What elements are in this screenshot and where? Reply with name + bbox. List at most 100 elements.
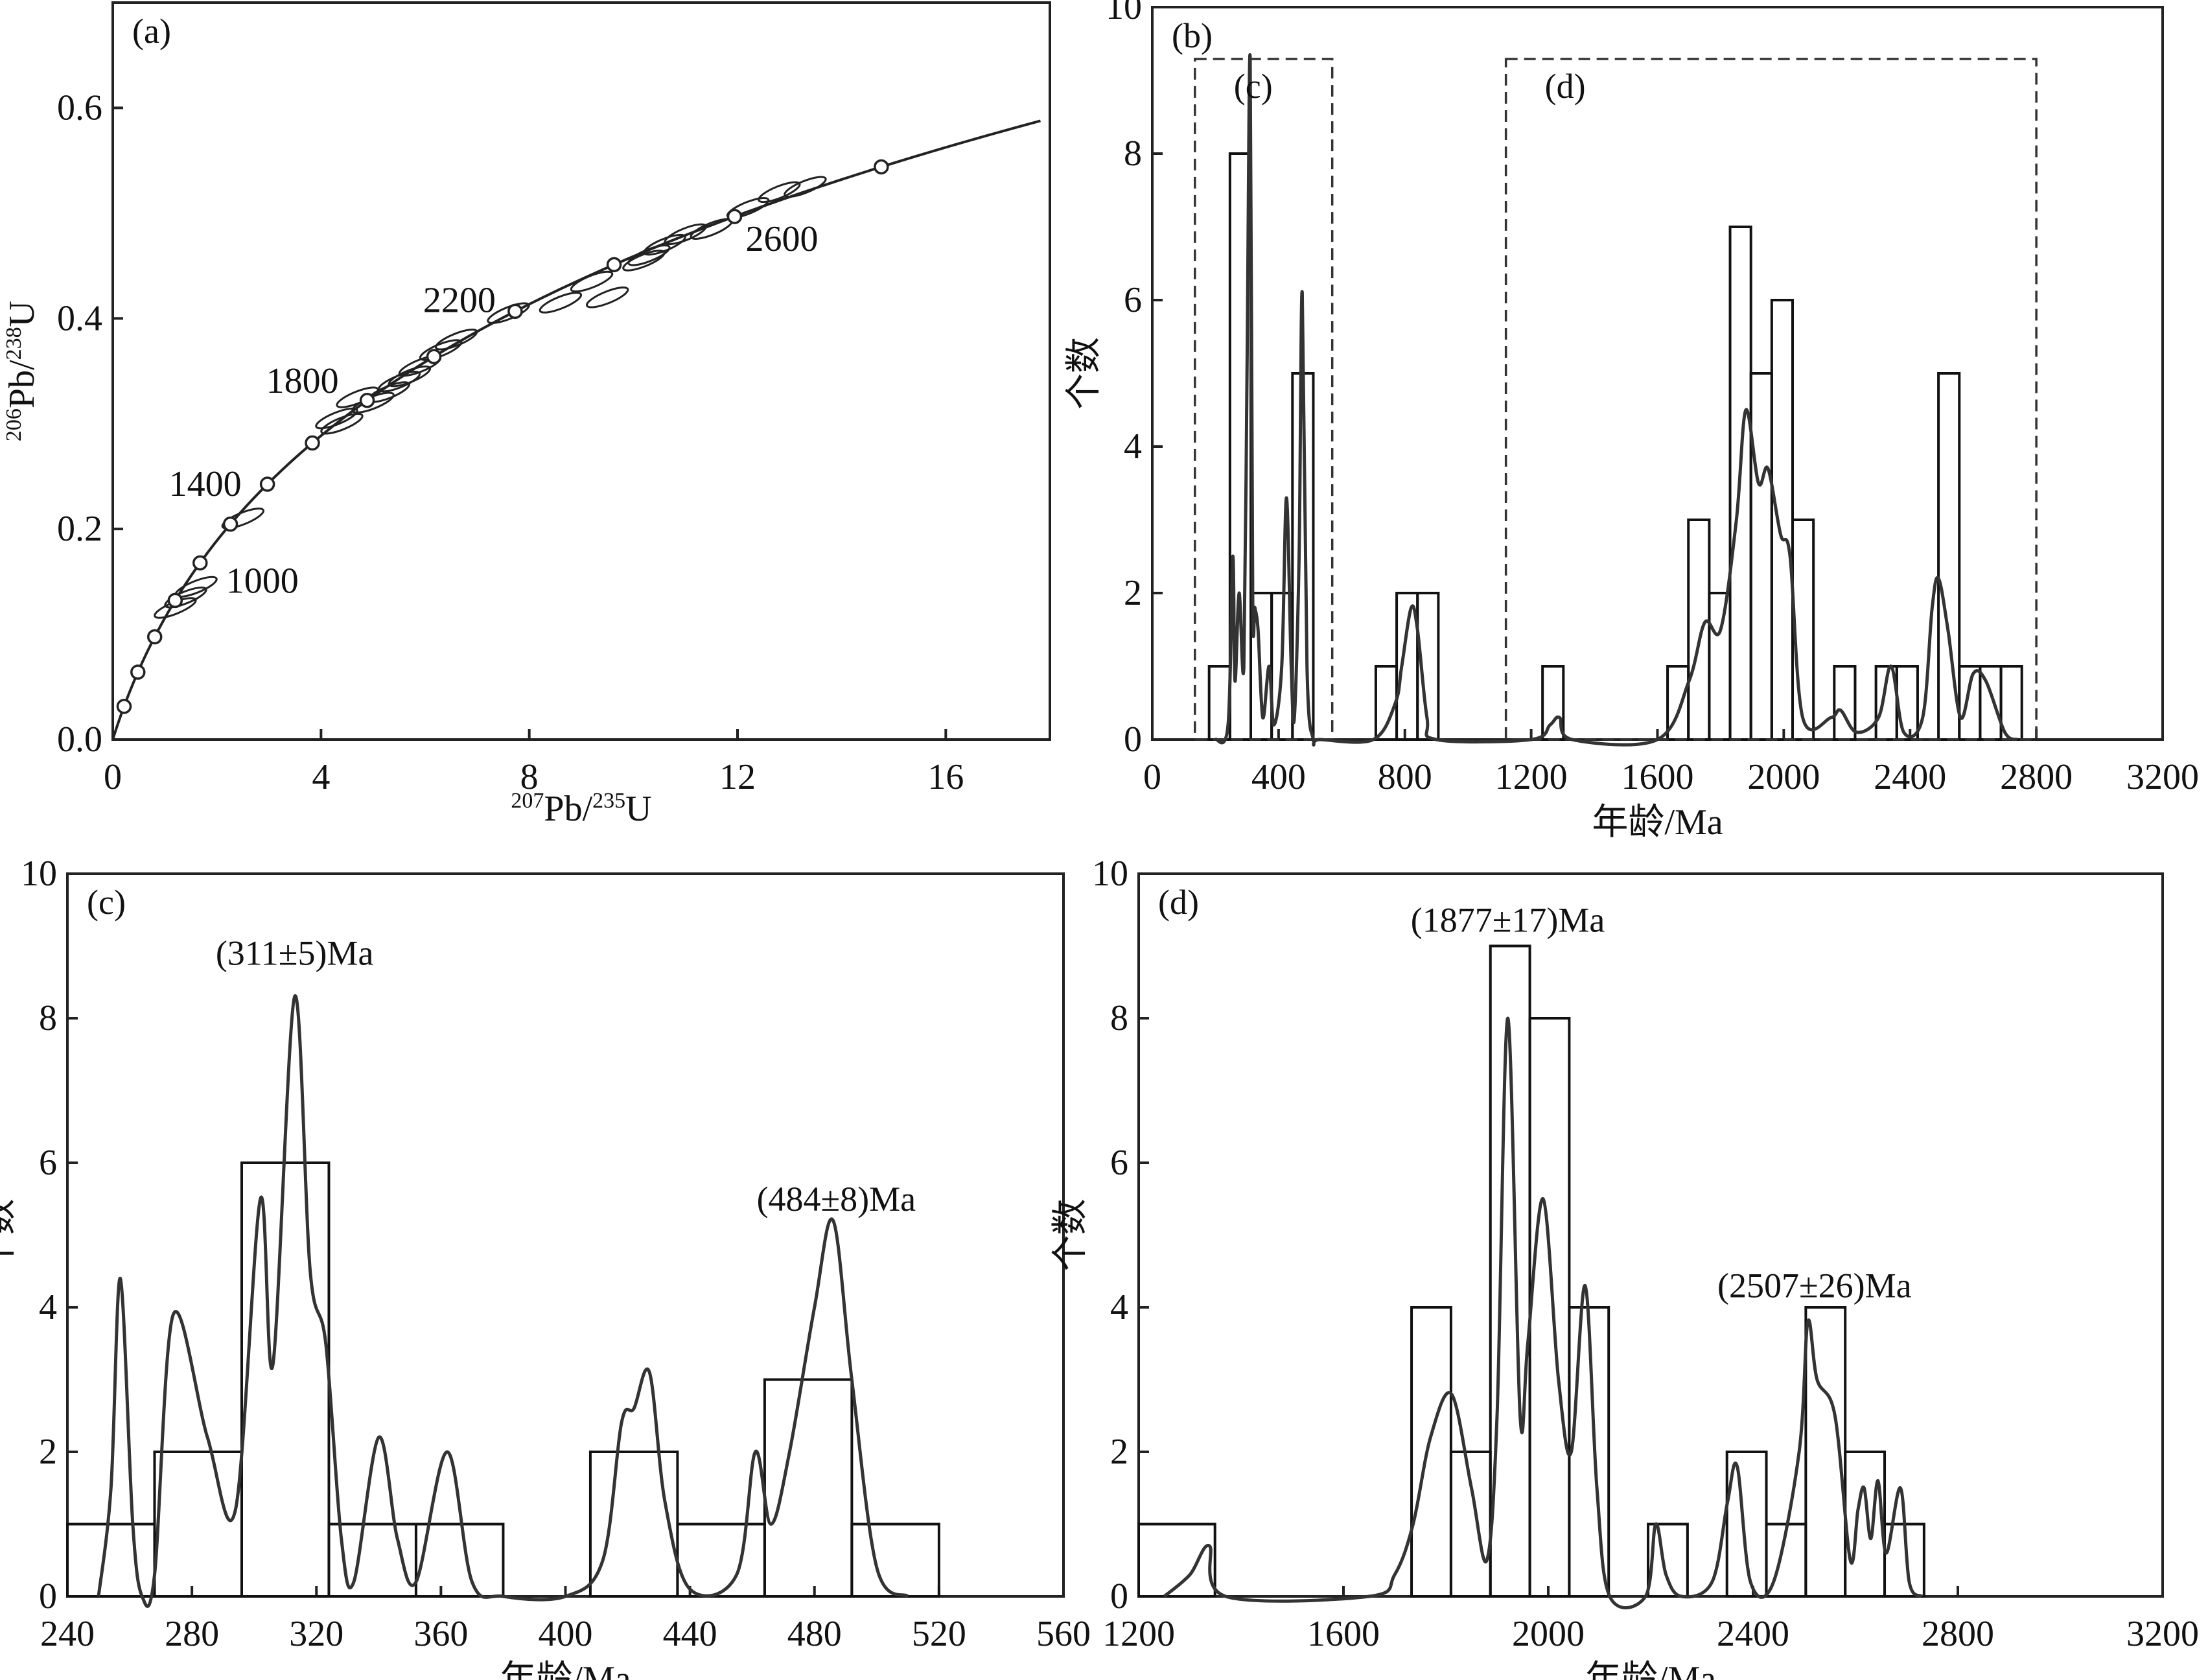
zoom-box-label: (c) [1234,67,1273,106]
axis-label-part: Pb/ [544,789,592,829]
histogram-bar [1528,1017,1571,1598]
age-marker [167,592,183,609]
age-marker [259,476,275,492]
age-marker [726,209,743,224]
x-axis-label: 年龄/Ma [1585,1659,1716,1680]
x-tick-label: 800 [1378,757,1432,797]
x-tick-label: 480 [787,1614,842,1654]
y-tick-label: 10 [1106,0,1142,27]
analysis-ellipse [221,508,265,530]
panel-label: (d) [1158,883,1199,922]
y-tick-label: 8 [1124,134,1142,174]
histogram-bar [588,1451,679,1598]
axis-label-superscript: 207 [511,789,544,813]
y-tick-label: 6 [39,1143,57,1183]
y-tick-label: 0.0 [57,719,102,760]
x-tick-label: 2800 [1922,1614,1994,1654]
histogram-bar [676,1522,766,1598]
analysis-ellipse [690,218,734,240]
x-tick-label: 280 [165,1614,219,1654]
y-tick-label: 0.6 [57,88,102,128]
x-axis-label: 年龄/Ma [500,1659,631,1680]
x-tick-label: 320 [289,1614,343,1654]
age-label: 1800 [266,361,339,401]
age-label: 1000 [226,561,299,601]
x-tick-label: 12 [719,757,756,797]
analysis-ellipse [622,250,666,272]
age-marker [606,257,622,273]
axis-label-part: U [625,789,651,829]
axis-label-part: U [2,301,42,327]
x-tick-label: 4 [312,757,330,797]
x-tick-label: 2400 [1717,1614,1789,1654]
axis-label-superscript: 238 [2,327,26,360]
histogram-bar [1647,1522,1689,1598]
age-marker [222,516,238,532]
peak-annotation: (2507±26)Ma [1717,1266,1912,1305]
density-curve [1163,1016,1923,1609]
analysis-ellipse [315,407,358,430]
x-tick-label: 2400 [1874,757,1946,797]
axis-label-superscript: 206 [2,408,26,441]
analysis-ellipse [419,339,463,361]
y-tick-label: 8 [39,998,57,1038]
age-marker [146,629,163,645]
y-tick-label: 4 [1110,1287,1128,1327]
y-tick-label: 0 [1124,719,1142,760]
x-tick-label: 0 [104,757,122,797]
x-tick-label: 1200 [1495,757,1568,797]
age-marker [192,555,208,571]
histogram-bar [1895,665,1919,741]
analysis-ellipse [643,233,686,256]
age-label: 1400 [169,464,242,504]
x-tick-label: 440 [663,1614,717,1654]
age-marker [507,303,523,320]
x-tick-label: 1600 [1307,1614,1380,1654]
axis-label-part: Pb/ [2,360,42,408]
histogram-bar [153,1451,243,1598]
x-tick-label: 3200 [2126,757,2199,797]
histogram-bar [1844,1451,1887,1598]
histogram-bar [240,1161,331,1598]
peak-annotation: (484±8)Ma [757,1180,916,1219]
age-marker [874,159,889,175]
plot-frame [111,1,1051,741]
x-tick-label: 8 [520,757,539,797]
age-marker [359,393,375,408]
plot-frame [1137,872,2164,1598]
x-tick-label: 16 [927,757,964,797]
age-marker [130,664,146,680]
panel-label: (a) [132,12,171,51]
analysis-ellipse [487,302,530,324]
y-tick-label: 0 [1110,1576,1128,1616]
y-tick-label: 4 [39,1287,57,1327]
axis-label: 207Pb/235U [511,789,651,829]
y-tick-label: 8 [1110,998,1128,1038]
peak-annotation: (311±5)Ma [216,934,374,973]
panel-label: (c) [87,883,126,922]
y-tick-label: 0 [39,1576,57,1616]
y-tick-label: 2 [39,1432,57,1472]
histogram-bar [1410,1306,1452,1598]
x-tick-label: 1200 [1102,1614,1175,1654]
y-axis-label: 个数 [0,1199,19,1272]
x-tick-label: 360 [413,1614,468,1654]
analysis-ellipse [627,244,671,266]
x-tick-label: 3200 [2126,1614,2199,1654]
peak-annotation: (1877±17)Ma [1411,900,1605,939]
age-marker [116,699,132,714]
y-tick-label: 0.4 [57,298,102,338]
density-curve [1214,53,2019,747]
analysis-ellipse [539,292,583,314]
y-tick-label: 10 [1092,854,1128,894]
analysis-ellipse [434,329,478,351]
analysis-ellipse [570,270,614,293]
histogram-bar [1770,299,1795,741]
y-tick-label: 4 [1124,426,1142,467]
axis-label-superscript: 235 [592,789,625,813]
x-tick-label: 2000 [1747,757,1820,797]
x-axis-label: 年龄/Ma [1592,802,1723,843]
age-label: 2200 [423,280,496,320]
x-tick-label: 2800 [2000,757,2073,797]
y-tick-label: 10 [21,854,57,894]
